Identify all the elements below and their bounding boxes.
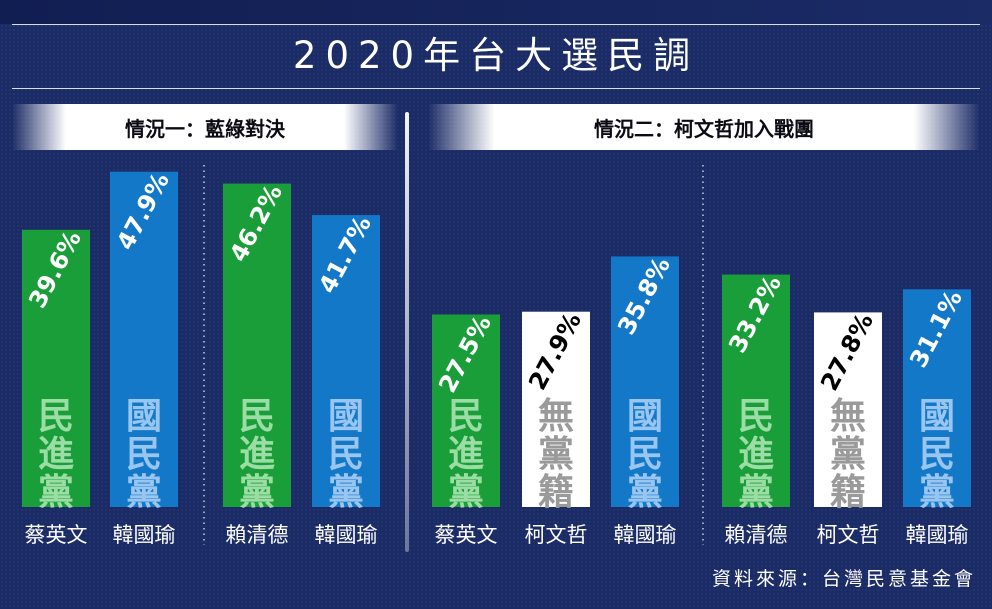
party-label: 籍 xyxy=(538,472,574,513)
party-label: 黨 xyxy=(627,472,663,513)
candidate-label: 韓國瑜 xyxy=(906,523,969,547)
candidate-label: 賴清德 xyxy=(725,523,788,547)
bar xyxy=(722,274,790,507)
party-label: 黨 xyxy=(239,472,275,513)
party-label: 黨 xyxy=(38,472,74,513)
party-label: 進 xyxy=(738,434,774,475)
party-label: 國 xyxy=(328,396,364,437)
party-label: 黨 xyxy=(830,434,866,475)
party-label: 民 xyxy=(239,396,275,437)
bar xyxy=(110,171,178,507)
bar xyxy=(611,256,679,507)
party-label: 黨 xyxy=(738,472,774,513)
party-label: 民 xyxy=(738,396,774,437)
candidate-label: 韓國瑜 xyxy=(113,523,176,547)
scenario-2-banner: 情況二：柯文哲加入戰團 xyxy=(428,104,980,150)
bar xyxy=(223,183,291,507)
party-label: 民 xyxy=(126,434,162,475)
candidate-label: 蔡英文 xyxy=(435,523,498,547)
party-label: 黨 xyxy=(538,434,574,475)
candidate-label: 韓國瑜 xyxy=(614,523,677,547)
party-label: 黨 xyxy=(328,472,364,513)
bar xyxy=(522,311,590,507)
party-label: 國 xyxy=(627,396,663,437)
scenario-1-banner: 情況一：藍綠對決 xyxy=(12,104,398,150)
candidate-label: 柯文哲 xyxy=(525,523,588,547)
page-title: 2020年台大選民調 xyxy=(292,34,700,77)
party-label: 無 xyxy=(538,396,574,437)
party-label: 進 xyxy=(38,434,74,475)
bar xyxy=(432,314,500,507)
party-label: 黨 xyxy=(448,472,484,513)
party-label: 國 xyxy=(126,396,162,437)
candidate-label: 柯文哲 xyxy=(817,523,880,547)
bar xyxy=(312,215,380,507)
party-label: 籍 xyxy=(830,472,866,513)
bar xyxy=(814,312,882,507)
party-label: 進 xyxy=(448,434,484,475)
bar xyxy=(903,289,971,507)
title-rule xyxy=(12,88,980,89)
party-label: 無 xyxy=(830,396,866,437)
bar xyxy=(22,229,90,508)
party-label: 民 xyxy=(328,434,364,475)
party-label: 民 xyxy=(448,396,484,437)
candidate-label: 賴清德 xyxy=(226,523,289,547)
party-label: 黨 xyxy=(126,472,162,513)
scenario-separator xyxy=(405,112,409,552)
party-label: 進 xyxy=(239,434,275,475)
candidate-label: 韓國瑜 xyxy=(315,523,378,547)
party-label: 民 xyxy=(919,434,955,475)
party-label: 國 xyxy=(919,396,955,437)
title-band xyxy=(0,0,992,24)
candidate-label: 蔡英文 xyxy=(25,523,88,547)
party-label: 民 xyxy=(627,434,663,475)
party-label: 黨 xyxy=(919,472,955,513)
party-label: 民 xyxy=(38,396,74,437)
source-note: 資料來源：台灣民意基金會 xyxy=(711,568,976,590)
top-rule xyxy=(12,24,980,25)
